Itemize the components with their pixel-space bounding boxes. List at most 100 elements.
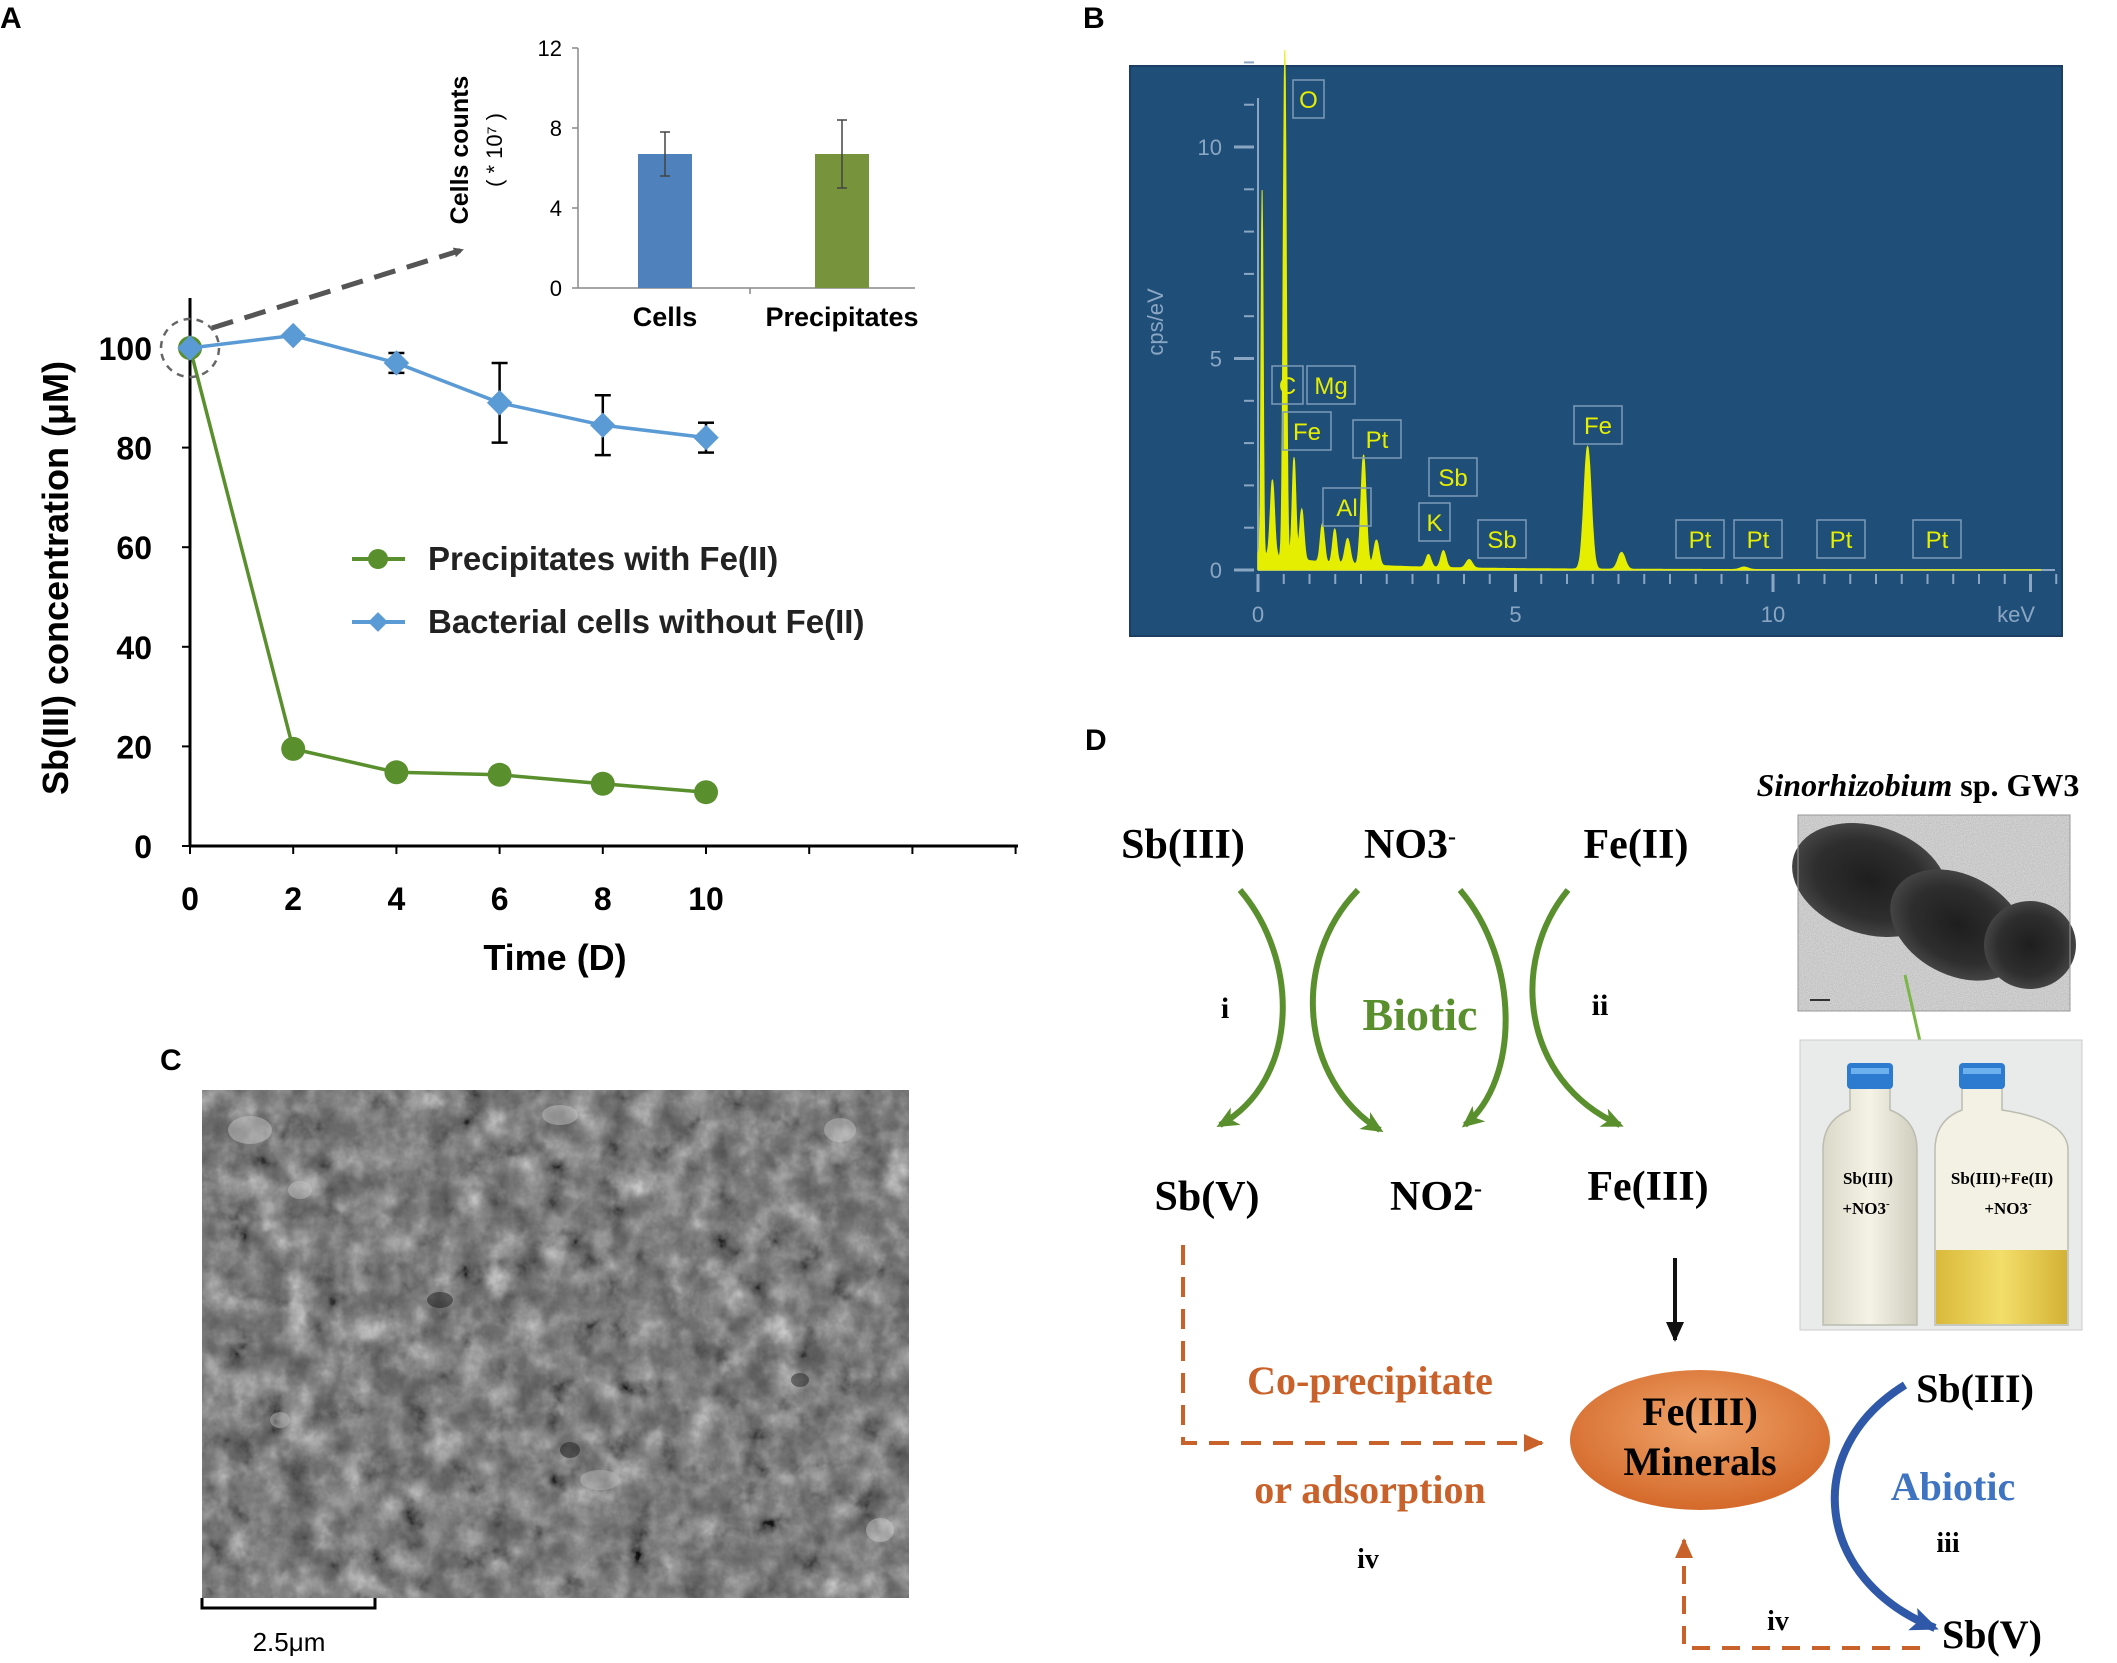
svg-text:Pt: Pt bbox=[1747, 527, 1770, 554]
x-tick-label: 4 bbox=[388, 881, 406, 917]
svg-text:Al: Al bbox=[1336, 495, 1357, 522]
y-tick-label: 100 bbox=[99, 331, 152, 367]
panel-b-eds-spectrum: 0 5 10 0 5 10 keV cps/eV O C Mg Fe Pt Al Sb K Sb Fe Pt P… bbox=[1129, 49, 2063, 637]
bottle-left-label-line2: +NO3- bbox=[1842, 1198, 1890, 1218]
abiotic-sb3: Sb(III) bbox=[1916, 1366, 2034, 1411]
eds-peak-label-pt: Pt bbox=[1816, 519, 1866, 559]
coprecip-label-line2: or adsorption bbox=[1254, 1467, 1486, 1512]
point-bacterial bbox=[280, 322, 306, 349]
y-tick-label: 0 bbox=[134, 829, 152, 865]
y-tick-label: 40 bbox=[116, 630, 152, 666]
inset-y-tick-label: 0 bbox=[550, 276, 562, 301]
point-bacterial bbox=[177, 335, 203, 361]
x-tick-label: 8 bbox=[594, 881, 612, 917]
panel-a-line-chart: 0 20 40 60 80 100 0 2 4 6 8 10 Time (D) Sb(III) co… bbox=[35, 247, 1018, 978]
biotic-label: Biotic bbox=[1363, 989, 1478, 1040]
arrow-no3-to-no2 bbox=[1309, 887, 1384, 1133]
eds-peak-label-pt: Pt bbox=[1912, 519, 1962, 559]
bottle-right-label-line1: Sb(III)+Fe(II) bbox=[1951, 1169, 2053, 1188]
reactant-sb3: Sb(III) bbox=[1121, 822, 1245, 868]
step-ii: ii bbox=[1592, 989, 1609, 1022]
legend-label-bacterial: Bacterial cells without Fe(II) bbox=[428, 603, 864, 640]
bottle-left-label-line1: Sb(III) bbox=[1843, 1169, 1893, 1188]
tem-image bbox=[1792, 814, 2076, 1012]
inset-y-tick-label: 8 bbox=[550, 116, 562, 141]
bottle-right-cap bbox=[1959, 1063, 2005, 1089]
point-precipitates bbox=[590, 771, 615, 796]
point-bacterial bbox=[383, 350, 410, 376]
arrow-sb3-to-sb5 bbox=[1216, 888, 1286, 1128]
eds-peak-label-sb: Sb bbox=[1428, 457, 1478, 497]
svg-text:Pt: Pt bbox=[1830, 527, 1853, 554]
tem-frame bbox=[1797, 814, 2071, 1012]
arrow-fe2-to-fe3 bbox=[1529, 888, 1624, 1128]
panel-label-c: C bbox=[160, 1044, 182, 1077]
eds-y-tick-label: 0 bbox=[1210, 558, 1222, 583]
step-iii: iii bbox=[1936, 1528, 1960, 1559]
minerals-label-line1: Fe(III) bbox=[1642, 1389, 1758, 1434]
eds-x-tick-label: 10 bbox=[1761, 602, 1785, 627]
point-bacterial bbox=[590, 412, 616, 438]
tem-cell-3 bbox=[1984, 901, 2076, 989]
svg-text:Pt: Pt bbox=[1366, 427, 1389, 454]
svg-text:Pt: Pt bbox=[1689, 527, 1712, 554]
panel-label-b: B bbox=[1083, 2, 1105, 35]
fe3-minerals-ellipse bbox=[1570, 1370, 1830, 1510]
eds-peak-label-o: O bbox=[1292, 79, 1325, 119]
inset-y-title-line2: ( * 10⁷ ) bbox=[482, 113, 507, 187]
inset-y-tick-label: 12 bbox=[538, 36, 562, 61]
eds-peak-label-pt: Pt bbox=[1733, 519, 1783, 559]
bottle-right-label-line2: +NO3- bbox=[1984, 1198, 2032, 1218]
inset-error-bar bbox=[837, 119, 847, 189]
svg-text:Fe: Fe bbox=[1293, 419, 1321, 446]
eds-frame bbox=[1129, 65, 2063, 637]
scale-bar-label: 2.5μm bbox=[253, 1627, 326, 1657]
arrow-sb5-adsorption bbox=[1675, 1538, 1920, 1650]
eds-peak-label-c: C bbox=[1271, 365, 1304, 405]
step-iv-main: iv bbox=[1357, 1544, 1379, 1575]
inset-category-label: Precipitates bbox=[765, 302, 918, 332]
svg-text:Sb: Sb bbox=[1487, 527, 1516, 554]
x-tick-label: 0 bbox=[181, 881, 199, 917]
product-no2: NO2- bbox=[1390, 1174, 1482, 1220]
panel-d-scheme: Sb(III) NO3- Fe(II) Sb(V) NO2- Fe(III) i… bbox=[1121, 767, 2083, 1657]
point-precipitates bbox=[487, 762, 512, 787]
point-precipitates bbox=[384, 760, 409, 785]
y-axis-title: Sb(III) concentration (μM) bbox=[35, 361, 76, 795]
arrow-coprecipitate bbox=[1181, 1245, 1544, 1452]
svg-text:Sb: Sb bbox=[1438, 465, 1467, 492]
svg-text:K: K bbox=[1426, 510, 1442, 537]
point-precipitates bbox=[694, 780, 718, 805]
x-tick-label: 2 bbox=[284, 881, 302, 917]
bottles-photo: Sb(III) +NO3- Sb(III)+Fe(II) +NO3- bbox=[1799, 1039, 2083, 1331]
product-sb5: Sb(V) bbox=[1154, 1174, 1259, 1220]
eds-peak-label-pt: Pt bbox=[1675, 519, 1725, 559]
inset-error-bar bbox=[660, 131, 670, 177]
panel-c-sem-image: 2.5μm bbox=[200, 1090, 909, 1657]
eds-peak-label-sb: Sb bbox=[1477, 519, 1527, 559]
eds-x-tick-label: 5 bbox=[1509, 602, 1521, 627]
legend-marker-bacterial bbox=[368, 612, 388, 632]
eds-y-tick-label: 5 bbox=[1210, 347, 1222, 372]
panel-label-a: A bbox=[0, 2, 22, 35]
eds-spectrum-trace bbox=[1257, 49, 2042, 571]
svg-text:Mg: Mg bbox=[1314, 373, 1347, 400]
scale-bar bbox=[200, 1598, 377, 1610]
arrow-abiotic bbox=[1830, 1381, 1939, 1632]
y-tick-label: 20 bbox=[116, 729, 152, 765]
svg-text:C: C bbox=[1279, 373, 1296, 400]
abiotic-label: Abiotic bbox=[1891, 1464, 2015, 1509]
eds-peak-label-pt: Pt bbox=[1352, 419, 1402, 459]
panel-label-d: D bbox=[1085, 724, 1107, 757]
x-axis-title: Time (D) bbox=[483, 937, 626, 978]
x-tick-label: 10 bbox=[688, 881, 724, 917]
organism-title: Sinorhizobium sp. GW3 bbox=[1757, 767, 2080, 803]
svg-text:O: O bbox=[1299, 87, 1318, 114]
inset-category-label: Cells bbox=[633, 302, 698, 332]
series-line-bacterial bbox=[189, 333, 707, 440]
eds-y-tick-label: 10 bbox=[1198, 135, 1222, 160]
abiotic-sb5: Sb(V) bbox=[1942, 1612, 2042, 1657]
eds-peak-label-fe: Fe bbox=[1573, 405, 1623, 445]
bottle-right-cap-ring bbox=[1963, 1068, 2001, 1074]
y-tick-label: 60 bbox=[116, 530, 152, 566]
